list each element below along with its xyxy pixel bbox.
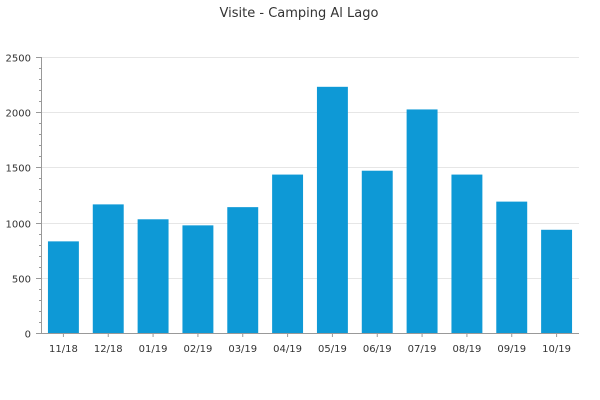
x-tick-label: 07/19 xyxy=(408,344,437,355)
gridlines xyxy=(41,57,579,279)
x-tick-label: 11/18 xyxy=(49,344,78,355)
y-tick-label: 0 xyxy=(25,330,31,341)
bars xyxy=(47,86,573,333)
bar-09/19 xyxy=(496,201,528,333)
bar-08/19 xyxy=(451,174,483,333)
bar-11/18 xyxy=(47,241,79,333)
chart-title: Visite - Camping Al Lago xyxy=(220,6,379,21)
bar-05/19 xyxy=(316,86,348,333)
x-tick-label: 01/19 xyxy=(139,344,168,355)
y-tick-label: 500 xyxy=(12,275,31,286)
x-tick-label: 06/19 xyxy=(363,344,392,355)
bar-01/19 xyxy=(137,219,169,333)
y-tick-label: 1000 xyxy=(6,220,31,231)
y-tick-label: 2500 xyxy=(6,54,31,65)
x-tick-label: 04/19 xyxy=(273,344,302,355)
bar-03/19 xyxy=(227,207,259,333)
x-tick-label: 05/19 xyxy=(318,344,347,355)
bar-02/19 xyxy=(182,225,214,333)
bar-07/19 xyxy=(406,109,438,333)
bar-06/19 xyxy=(361,170,393,333)
axes xyxy=(36,57,579,337)
bar-10/19 xyxy=(541,229,573,333)
x-tick-label: 02/19 xyxy=(184,344,213,355)
y-tick-label: 1500 xyxy=(6,164,31,175)
x-tick-label: 03/19 xyxy=(228,344,257,355)
x-tick-label: 08/19 xyxy=(453,344,482,355)
bar-12/18 xyxy=(92,204,124,333)
x-tick-label: 12/18 xyxy=(94,344,123,355)
x-tick-label: 10/19 xyxy=(542,344,571,355)
x-tick-label: 09/19 xyxy=(497,344,526,355)
bar-04/19 xyxy=(272,174,304,333)
tick-labels: 0 500 1000 1500 2000 2500 11/18 12/18 01/19 02/19… xyxy=(6,54,571,356)
y-tick-label: 2000 xyxy=(6,109,31,120)
